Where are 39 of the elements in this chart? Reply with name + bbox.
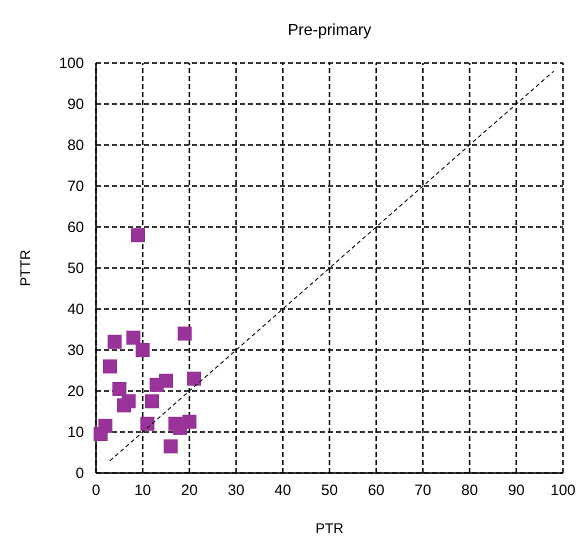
y-tick-label: 20 [67,383,84,400]
point [126,330,140,345]
y-tick-label: 0 [76,465,84,482]
point [108,334,122,349]
x-tick-label: 20 [181,482,198,499]
y-axis-title: PTTR [17,250,33,286]
y-tick-label: 100 [58,55,84,72]
x-tick-label: 40 [274,482,292,499]
point [98,418,112,433]
y-tick-label: 10 [67,424,84,441]
chart-title: Pre-primary [288,22,372,39]
point [159,374,174,388]
y-tick-label: 70 [67,178,84,195]
y-tick-label: 30 [67,342,84,359]
point [136,343,150,357]
point [103,359,118,374]
x-tick-label: 0 [92,482,100,499]
x-tick-label: 60 [368,482,385,499]
x-tick-label: 90 [508,482,525,499]
point [187,372,202,386]
y-tick-label: 80 [67,137,84,154]
x-tick-label: 50 [321,482,338,499]
y-tick-label: 40 [67,301,84,318]
x-tick-label: 30 [228,482,244,499]
point [145,394,160,408]
x-tick-label: 100 [550,482,576,499]
y-tick-label: 90 [67,96,84,113]
point [112,382,126,396]
point [140,416,154,431]
y-tick-label: 50 [67,260,84,277]
y-tick-label: 60 [67,219,84,236]
point [182,414,196,429]
x-tick-label: 80 [461,482,478,499]
point [178,326,192,341]
point [164,439,178,454]
x-tick-label: 10 [134,482,152,499]
x-tick-label: 70 [414,482,432,499]
x-axis-title: PTR [316,520,344,536]
point [131,228,146,242]
